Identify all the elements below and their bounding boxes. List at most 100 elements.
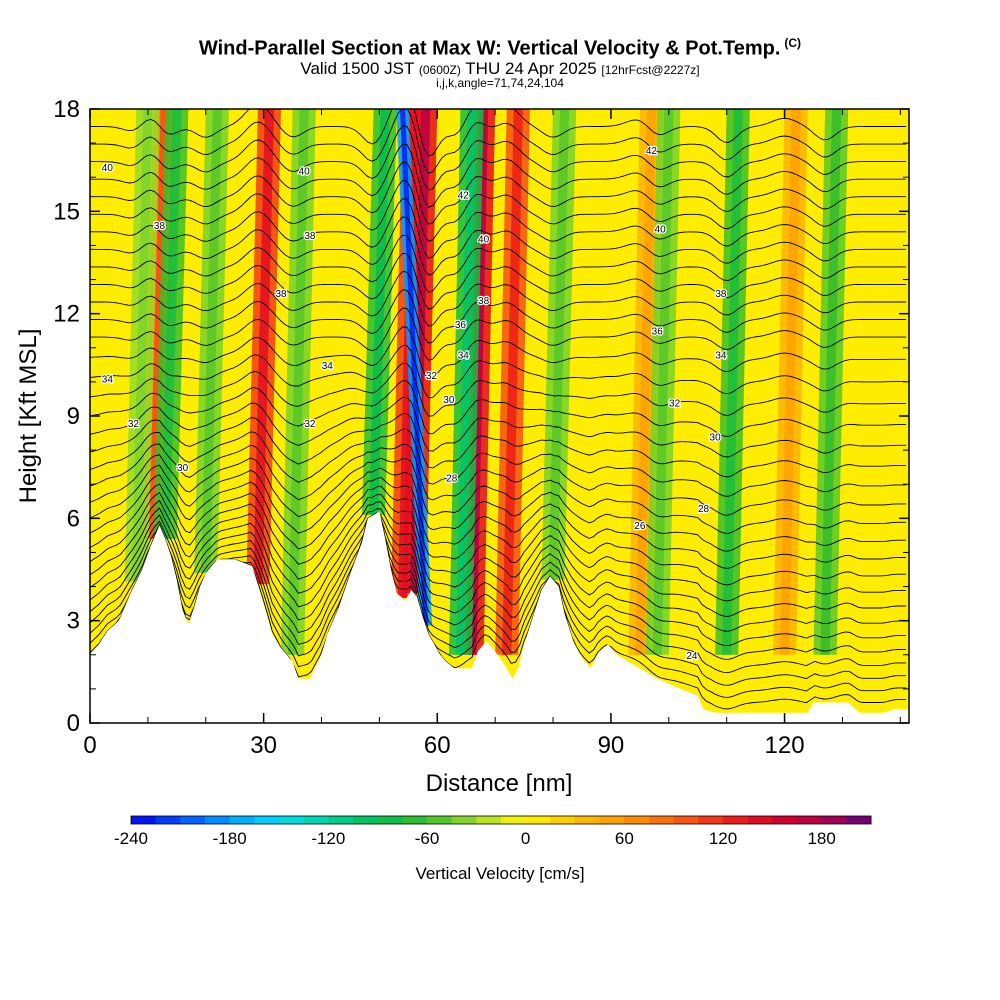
theta-contour-label-text: 40 [299, 166, 311, 177]
chart-title: Wind-Parallel Section at Max W: Vertical… [198, 36, 802, 60]
x-tick-label: 120 [765, 732, 805, 759]
theta-isentrope [90, 362, 907, 417]
colorbar-swatch [402, 816, 428, 824]
colorbar-swatch [698, 816, 724, 824]
vertical-velocity-core [652, 109, 674, 655]
theta-contour-label: 36 [454, 319, 468, 333]
colorbar-swatch [723, 816, 749, 824]
theta-contour-label: 30 [176, 462, 190, 476]
theta-isentrope [90, 512, 907, 674]
vertical-velocity-core [253, 109, 275, 585]
theta-isentrope [90, 428, 907, 497]
theta-contour-label-text: 40 [478, 235, 490, 246]
copyright-mark: (C) [784, 36, 802, 50]
theta-contour-label: 34 [101, 373, 115, 387]
theta-contour-label: 38 [274, 288, 288, 302]
vertical-velocity-core [160, 109, 182, 539]
x-axis-label: Distance [nm] [426, 770, 573, 797]
theta-contour-label: 36 [650, 325, 664, 339]
theta-contour-label: 40 [653, 223, 667, 237]
theta-isentrope [90, 271, 907, 327]
theta-isentrope [90, 289, 907, 344]
theta-contour-label-text: 34 [322, 361, 334, 372]
theta-contour-label: 28 [445, 472, 459, 486]
y-tick-label: 9 [67, 403, 80, 430]
theta-isentrope [90, 474, 907, 569]
colorbar-tick-label: 0 [521, 829, 530, 848]
theta-isentrope [90, 109, 907, 174]
colorbar-swatch [797, 816, 823, 824]
theta-contour-label: 26 [633, 520, 647, 534]
x-tick-label: 30 [250, 732, 277, 759]
theta-contour-label-text: 30 [443, 395, 455, 406]
theta-contour-label-text: 28 [446, 473, 458, 484]
colorbar-swatch [846, 816, 872, 824]
theta-contour-label-text: 32 [669, 398, 681, 409]
theta-isentrope [90, 464, 907, 552]
colorbar-swatch [772, 816, 798, 824]
colorbar-swatch [131, 816, 157, 824]
theta-contour-label-text: 38 [275, 289, 287, 300]
theta-contour-label: 42 [457, 189, 471, 203]
colorbar-swatch [303, 816, 329, 824]
theta-contour-label-text: 32 [304, 419, 316, 430]
terrain-mask [90, 511, 909, 723]
theta-contour-label-text: 24 [686, 651, 698, 662]
colorbar-swatch [821, 816, 847, 824]
theta-contour-label: 34 [714, 349, 728, 363]
theta-contour-label: 32 [303, 418, 317, 432]
theta-contour-label-text: 38 [304, 231, 316, 242]
theta-contour-label: 34 [457, 349, 471, 363]
theta-isentrope [90, 396, 907, 458]
x-tick-label: 60 [424, 732, 451, 759]
colorbar-swatch [476, 816, 502, 824]
theta-contour-label: 32 [425, 370, 439, 384]
theta-isentrope [90, 109, 907, 157]
theta-isentrope [90, 507, 907, 632]
theta-contour-label-text: 34 [458, 351, 470, 362]
theta-contour-label: 30 [708, 431, 722, 445]
chart-subtitle-indices: i,j,k,angle=71,74,24,104 [436, 76, 564, 90]
colorbar-tick-label: -60 [415, 829, 440, 848]
theta-contour-label-text: 38 [154, 221, 166, 232]
theta-contour-label-text: 42 [458, 190, 470, 201]
vertical-velocity-core [820, 109, 842, 655]
vertical-velocity-core [502, 109, 523, 655]
theta-isentrope [90, 234, 907, 293]
theta-isentrope [90, 252, 907, 310]
colorbar-swatch [550, 816, 576, 824]
theta-contour-label-text: 30 [177, 463, 189, 474]
theta-isentrope [90, 491, 907, 602]
theta-contour-label: 40 [101, 162, 115, 176]
colorbar-swatch [501, 816, 527, 824]
colorbar-swatch [180, 816, 206, 824]
colorbar-swatch [649, 816, 675, 824]
y-tick-label: 3 [67, 608, 80, 635]
y-tick-label: 15 [53, 198, 80, 225]
theta-isentrope [90, 483, 907, 586]
colorbar-swatch [599, 816, 625, 824]
colorbar-swatch [155, 816, 181, 824]
theta-contour-label-text: 28 [698, 504, 710, 515]
y-tick-label: 18 [53, 96, 80, 123]
colorbar-swatch [279, 816, 305, 824]
colorbar-swatch [575, 816, 601, 824]
colorbar-tick-label: -120 [311, 829, 345, 848]
theta-isentrope [90, 326, 907, 380]
vertical-velocity-core [455, 109, 477, 655]
colorbar-swatch [229, 816, 255, 824]
colorbar-swatch [328, 816, 354, 824]
theta-isentrope [90, 413, 907, 478]
colorbar-swatch [353, 816, 379, 824]
theta-contour-label: 32 [127, 418, 141, 432]
theta-contour-label: 38 [153, 220, 167, 234]
x-tick-label: 0 [83, 732, 96, 759]
colorbar: -240 -180 -120 -60 0 60 120 180 [114, 815, 872, 848]
theta-contour-label-text: 32 [128, 419, 140, 430]
theta-contour-label-text: 38 [715, 289, 727, 300]
theta-contour-label-text: 34 [102, 374, 114, 385]
colorbar-swatch [427, 816, 453, 824]
theta-contour-label-text: 32 [426, 371, 438, 382]
theta-contours [90, 109, 907, 710]
